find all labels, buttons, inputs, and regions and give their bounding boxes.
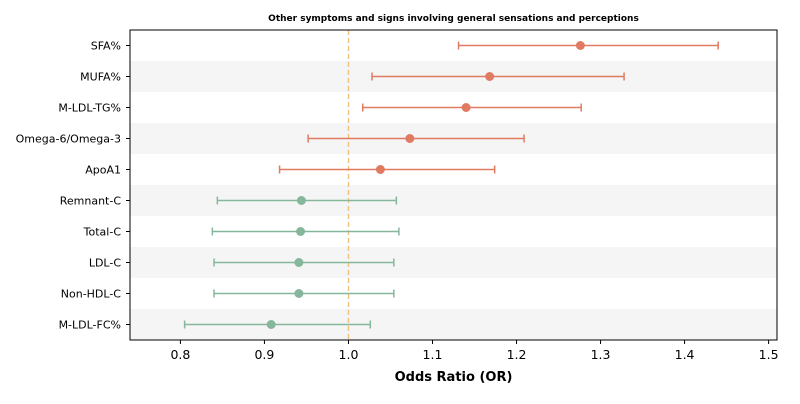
y-tick-label: Total-C bbox=[83, 226, 122, 239]
y-tick-label: Remnant-C bbox=[60, 195, 122, 208]
points bbox=[266, 41, 585, 329]
y-axis: SFA% MUFA% M-LDL-TG% Omega-6/Omega-3 ApoA1 Re… bbox=[16, 40, 130, 332]
x-tick-label: 0.9 bbox=[254, 347, 274, 362]
y-tick-label: MUFA% bbox=[80, 71, 121, 84]
or-point bbox=[461, 103, 471, 112]
or-point bbox=[296, 227, 306, 236]
y-tick-label: Omega-6/Omega-3 bbox=[16, 133, 121, 146]
or-point bbox=[575, 41, 585, 50]
or-point bbox=[375, 165, 385, 174]
x-tick-label: 1.4 bbox=[675, 347, 695, 362]
x-tick-label: 0.8 bbox=[170, 347, 190, 362]
y-tick-label: M-LDL-FC% bbox=[59, 319, 121, 332]
y-tick-label: ApoA1 bbox=[85, 164, 121, 177]
y-tick-label: SFA% bbox=[91, 40, 121, 53]
x-tick-label: 1.0 bbox=[339, 347, 359, 362]
or-point bbox=[294, 258, 304, 267]
or-point bbox=[405, 134, 415, 143]
or-point bbox=[296, 196, 306, 205]
x-tick-label: 1.5 bbox=[759, 347, 779, 362]
or-point bbox=[266, 320, 276, 329]
x-axis-label: Odds Ratio (OR) bbox=[395, 370, 513, 385]
error-bars bbox=[183, 41, 719, 329]
x-tick-label: 1.1 bbox=[423, 347, 443, 362]
chart-title: Other symptoms and signs involving gener… bbox=[268, 14, 639, 24]
y-tick-label: Non-HDL-C bbox=[61, 288, 122, 301]
y-tick-label: M-LDL-TG% bbox=[58, 102, 121, 115]
x-tick-label: 1.2 bbox=[507, 347, 527, 362]
x-tick-label: 1.3 bbox=[591, 347, 611, 362]
or-point bbox=[485, 72, 495, 81]
x-axis: 0.8 0.9 1.0 1.1 1.2 1.3 1.4 1.5 bbox=[170, 340, 779, 362]
y-tick-label: LDL-C bbox=[89, 257, 122, 270]
plot-frame bbox=[129, 29, 778, 341]
or-point bbox=[294, 289, 304, 298]
